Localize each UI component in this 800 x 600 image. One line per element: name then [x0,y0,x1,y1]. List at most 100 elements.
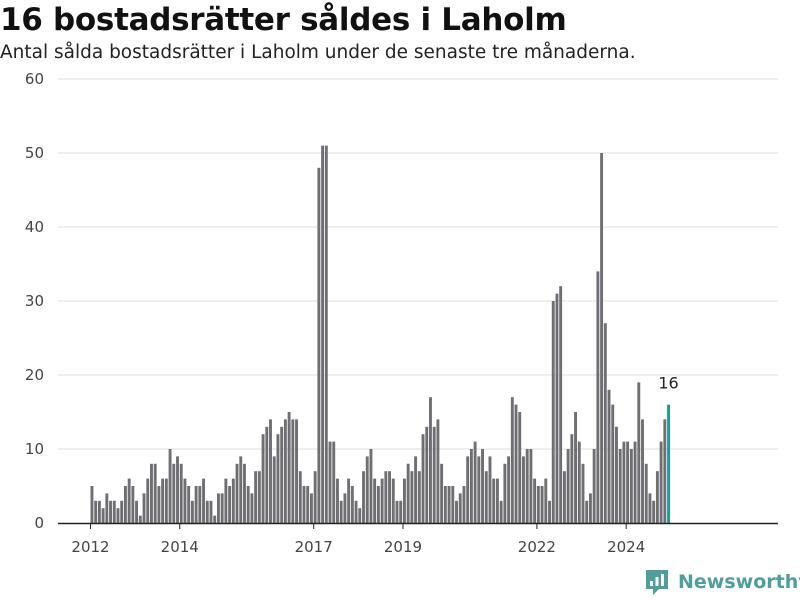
bar [97,500,101,523]
bar [269,419,272,523]
bar [588,493,592,523]
bar [440,463,444,523]
bar [514,404,518,523]
bar [324,145,328,523]
bar [254,471,258,523]
bar [90,486,94,523]
bar [105,493,109,523]
bar [321,145,325,523]
bar [246,486,250,523]
bar [317,167,321,524]
bar [153,463,157,523]
bar [566,449,570,523]
bar [559,286,563,523]
chart-title: 16 bostadsrätter såldes i Laholm [0,2,567,38]
bar [157,486,161,523]
bar [183,478,187,523]
bar [611,404,615,523]
bar [618,449,622,523]
y-tick-label: 0 [34,514,44,532]
bar [458,493,462,523]
bar [443,486,447,523]
bar [235,463,239,523]
bar [142,493,146,523]
bar [209,500,213,523]
bar [202,478,205,523]
bar [328,441,332,523]
x-tick-label: 2012 [71,538,109,556]
bar [112,500,116,523]
bar [135,500,139,523]
bar-highlight [667,404,670,523]
bar [302,486,306,523]
bar [376,486,380,523]
bar [529,449,533,523]
newsworthy-logo: Newsworthy [644,568,800,596]
grid-lines [58,78,778,450]
bar [540,486,544,523]
bar [101,508,105,523]
bar [525,449,529,523]
bar [313,471,317,523]
bar [455,500,458,523]
bar [280,426,284,523]
bar [198,486,202,523]
bar [231,478,235,523]
bar [562,471,566,523]
bar [536,486,540,523]
bar [384,471,388,523]
bar [194,486,198,523]
bar [533,478,537,523]
x-axis: 2012 2014 2017 2019 2022 2024 [58,522,778,556]
bar [261,434,265,523]
bar [291,419,295,523]
bar [637,382,641,523]
bar [447,486,451,523]
bar [410,471,414,523]
bar [507,456,511,523]
bar [603,323,607,523]
newsworthy-logo-icon [646,570,668,595]
y-tick-label: 20 [25,366,44,384]
bar [581,463,585,523]
bar [626,441,630,523]
bar [298,471,302,523]
bar [120,500,124,523]
bar [391,478,395,523]
x-tick-label: 2019 [384,538,422,556]
bar [250,493,254,523]
bar [138,515,142,523]
bar [648,493,652,523]
x-tick-label: 2017 [295,538,333,556]
x-tick-label: 2022 [518,538,556,556]
bar [492,478,496,523]
bar [473,441,477,523]
newsworthy-logo-text: Newsworthy [678,571,800,593]
bar [123,486,127,523]
bar [633,441,637,523]
bar [373,478,377,523]
bar [574,412,577,523]
x-tick-label: 2024 [607,538,645,556]
bar [172,463,176,523]
bar [350,486,354,523]
bar [399,500,403,523]
bar [469,449,473,523]
bar [354,500,358,523]
bar [161,478,165,523]
bar [283,419,287,523]
bar [548,500,551,523]
chart-subtitle: Antal sålda bostadsrätter i Laholm under… [0,42,636,63]
bar [94,500,98,523]
bar [131,486,135,523]
bar [190,500,194,523]
bar [265,426,269,523]
bar [622,441,626,523]
bar [347,478,351,523]
bar [495,478,499,523]
bar [432,426,436,523]
bar [659,441,663,523]
bar [362,471,365,523]
bar [499,500,503,523]
bar [652,500,656,523]
